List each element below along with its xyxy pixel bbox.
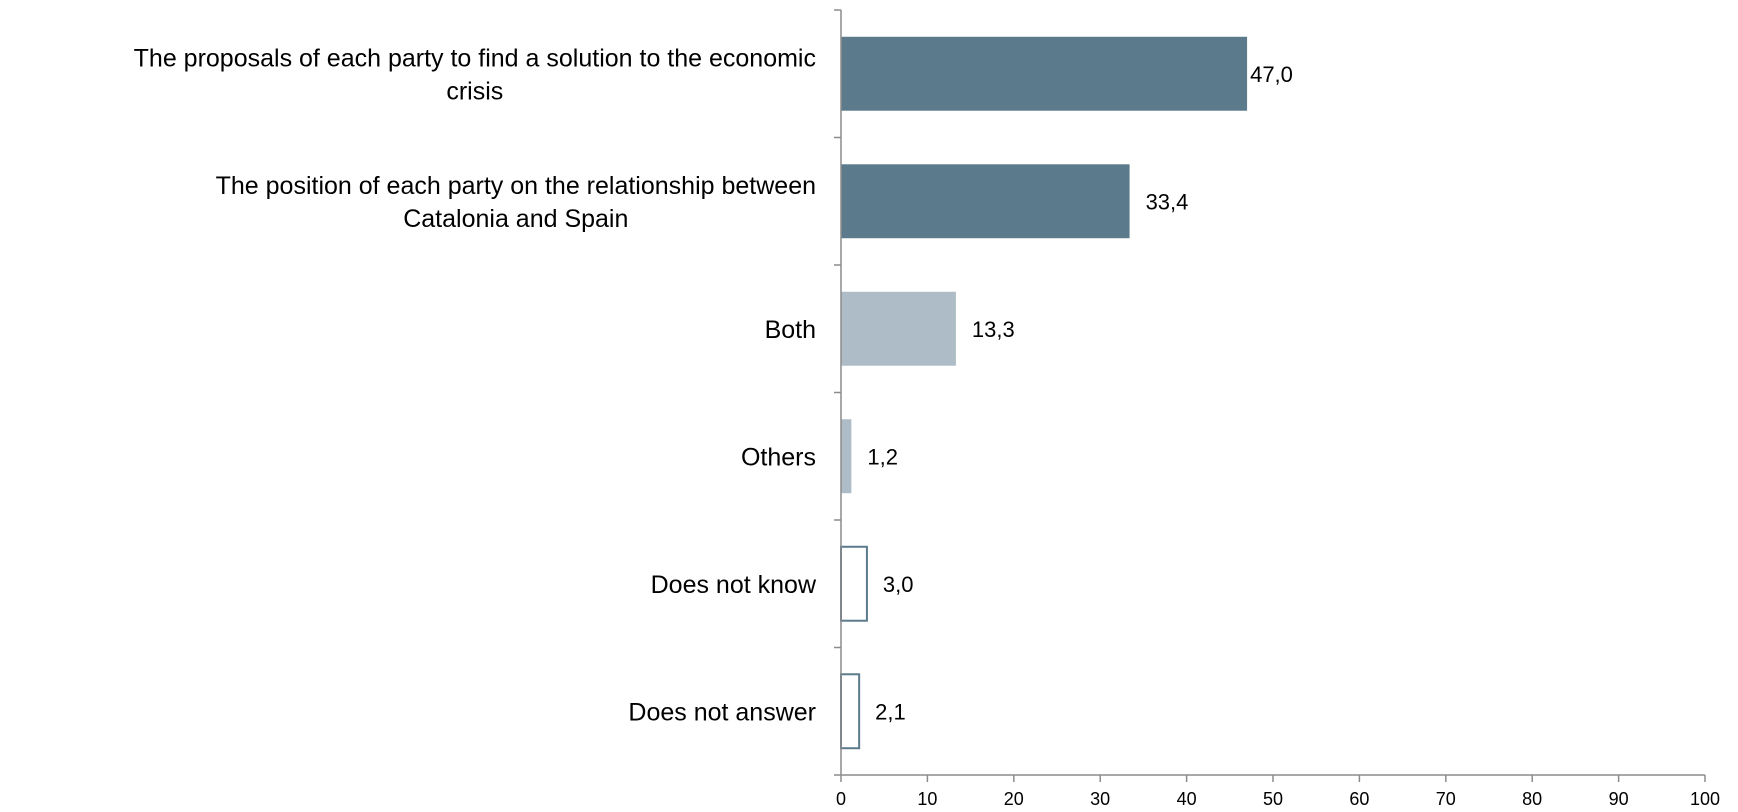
- value-label-3: 1,2: [867, 444, 898, 469]
- x-tick-label-7: 70: [1436, 789, 1456, 809]
- x-tick-label-6: 60: [1349, 789, 1369, 809]
- category-label-1-line-1: Catalonia and Spain: [403, 205, 628, 233]
- category-label-4-line-0: Does not know: [651, 571, 817, 599]
- value-labels-group: 47,0 33,4 13,3 1,2 3,0 2,1: [867, 62, 1293, 725]
- category-labels-group: The proposals of each party to find a so…: [134, 44, 817, 726]
- bar-2: [841, 291, 956, 366]
- x-tick-label-5: 50: [1263, 789, 1283, 809]
- bar-1: [841, 164, 1130, 239]
- value-label-2: 13,3: [972, 317, 1015, 342]
- value-label-4: 3,0: [883, 572, 914, 597]
- category-label-1-line-0: The position of each party on the relati…: [216, 172, 816, 200]
- x-tick-label-8: 80: [1522, 789, 1542, 809]
- value-label-0: 47,0: [1250, 62, 1293, 87]
- bar-3: [841, 419, 852, 494]
- x-tick-label-9: 90: [1609, 789, 1629, 809]
- bar-0: [841, 36, 1248, 111]
- bar-5: [840, 673, 861, 750]
- category-label-5-line-0: Does not answer: [628, 698, 816, 726]
- x-tick-label-4: 40: [1177, 789, 1197, 809]
- bar-4: [840, 545, 868, 622]
- bars-group: [840, 36, 1248, 750]
- category-label-0-line-0: The proposals of each party to find a so…: [134, 44, 816, 72]
- x-tick-label-10: 100: [1690, 789, 1720, 809]
- category-label-2-line-0: Both: [765, 316, 816, 344]
- x-tick-label-3: 30: [1090, 789, 1110, 809]
- x-tick-label-1: 10: [917, 789, 937, 809]
- x-tick-label-0: 0: [836, 789, 846, 809]
- category-label-3-line-0: Others: [741, 443, 816, 471]
- category-label-0-line-1: crisis: [446, 77, 503, 105]
- x-tick-label-2: 20: [1004, 789, 1024, 809]
- value-label-5: 2,1: [875, 699, 906, 724]
- x-tick-labels-group: 0 10 20 30 40 50 60 70 80 90 100: [836, 789, 1720, 809]
- value-label-1: 33,4: [1146, 189, 1189, 214]
- axes-group: [834, 9, 1706, 782]
